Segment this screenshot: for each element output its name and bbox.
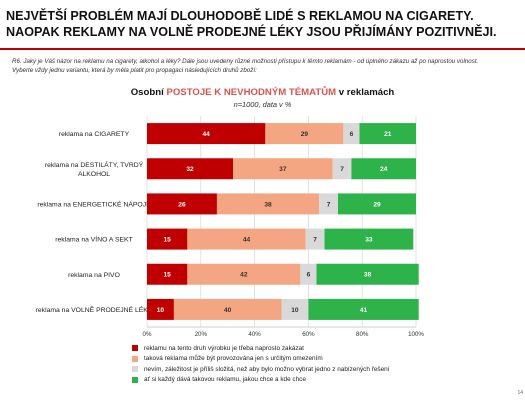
legend-label: ať si každý dává takovou reklamu, jakou … (144, 376, 306, 384)
bar-segment (147, 263, 188, 285)
data-label: 40 (224, 307, 232, 314)
category-label: reklama na VOLNĚ PRODEJNÉ LÉKY (36, 305, 153, 314)
x-tick-label: 80% (356, 331, 369, 338)
chart-title: Osobní POSTOJE K NEVHODNÝM TÉMATŮM v rek… (0, 87, 525, 98)
bar-segment (308, 298, 419, 320)
question-line-1: R6. Jaký je Váš názor na reklamu na ciga… (12, 58, 479, 65)
legend-label: reklamu na tento druh výrobku je třeba n… (144, 344, 304, 352)
headline-line-2: NAOPAK REKLAMY NA VOLNĚ PRODEJNÉ LÉKY JS… (6, 25, 497, 39)
legend-label: nevím, záležitost je příliš složitá, než… (144, 365, 390, 373)
bar-segment (147, 123, 266, 145)
data-label: 29 (373, 201, 381, 208)
legend-item: nevím, záležitost je příliš složitá, než… (132, 364, 389, 375)
data-label: 26 (178, 201, 186, 208)
bar-segment (324, 228, 414, 250)
x-tick-label: 100% (408, 331, 424, 338)
data-label: 32 (186, 166, 194, 173)
legend-item: taková reklama může být provozována jen … (132, 354, 389, 365)
data-label: 7 (313, 236, 317, 243)
bar-segment (147, 158, 234, 180)
data-label: 7 (327, 201, 331, 208)
bar-segment (343, 123, 360, 145)
bar-segment (147, 228, 188, 250)
legend-swatch (132, 376, 138, 383)
bar-segment (316, 263, 419, 285)
data-label: 42 (240, 272, 248, 279)
category-label: reklama na PIVO (68, 272, 120, 279)
bar-segment (305, 228, 325, 250)
bar-segment (173, 298, 282, 320)
headline-line-1: NEJVĚTŠÍ PROBLÉM MAJÍ DLOUHODOBĚ LIDÉ S … (6, 9, 474, 23)
data-label: 10 (157, 307, 165, 314)
bar-segment (233, 158, 333, 180)
data-label: 29 (301, 131, 309, 138)
data-label: 41 (360, 307, 368, 314)
data-label: 37 (279, 166, 287, 173)
data-label: 33 (365, 236, 373, 243)
headline: NEJVĚTŠÍ PROBLÉM MAJÍ DLOUHODOBĚ LIDÉ S … (6, 8, 521, 40)
bar-segment (351, 158, 416, 180)
data-label: 15 (164, 236, 172, 243)
bar-segment (337, 193, 416, 215)
bar-segment (187, 228, 306, 250)
legend-swatch (132, 355, 138, 362)
bar-segment (281, 298, 309, 320)
data-label: 10 (291, 307, 299, 314)
chart-title-prefix: Osobní (130, 87, 167, 98)
bar-segment (319, 193, 338, 215)
bar-segment (359, 123, 416, 145)
bar-segment (147, 298, 174, 320)
data-label: 38 (264, 201, 272, 208)
data-label: 44 (203, 131, 211, 138)
x-tick-label: 20% (195, 331, 208, 338)
data-label: 24 (380, 166, 388, 173)
legend-swatch (132, 366, 138, 373)
legend-item: reklamu na tento druh výrobku je třeba n… (132, 343, 389, 354)
data-label: 6 (307, 272, 311, 279)
data-label: 21 (384, 131, 392, 138)
chart-legend: reklamu na tento druh výrobku je třeba n… (132, 343, 389, 385)
x-tick-label: 40% (248, 331, 261, 338)
chart-subtitle: n=1000, data v % (233, 100, 292, 109)
bar-segment (300, 263, 317, 285)
data-label: 38 (364, 272, 372, 279)
data-label: 44 (243, 236, 251, 243)
data-label: 6 (350, 131, 354, 138)
bar-segment (265, 123, 344, 145)
category-label: reklama na DESTILÁTY, TVRDÝ (45, 160, 144, 169)
legend-item: ať si každý dává takovou reklamu, jakou … (132, 375, 389, 386)
title-divider (0, 48, 525, 50)
legend-label: taková reklama může být provozována jen … (144, 355, 323, 363)
bar-segment (187, 263, 301, 285)
chart-title-highlight: POSTOJE K NEVHODNÝM TÉMATŮM (166, 87, 337, 98)
legend-swatch (132, 345, 138, 352)
category-label: reklama na VÍNO A SEKT (55, 235, 132, 244)
category-label: reklama na CIGARETY (59, 131, 130, 138)
bar-segment (147, 193, 217, 215)
question-text: R6. Jaký je Váš názor na reklamu na ciga… (12, 58, 512, 75)
page-number: 14 (517, 390, 523, 396)
x-tick-label: 0% (143, 331, 152, 338)
x-tick-label: 60% (302, 331, 315, 338)
chart-title-suffix: v reklamách (336, 87, 395, 98)
category-label: reklama na ENERGETICKÉ NÁPOJE (37, 199, 151, 208)
question-line-2: Vyberte vždy jednu variantu, která by mě… (12, 66, 257, 74)
bar-segment (332, 158, 352, 180)
data-label: 15 (164, 272, 172, 279)
category-label: ALKOHOL (78, 171, 110, 178)
data-label: 7 (340, 166, 344, 173)
bar-segment (216, 193, 320, 215)
